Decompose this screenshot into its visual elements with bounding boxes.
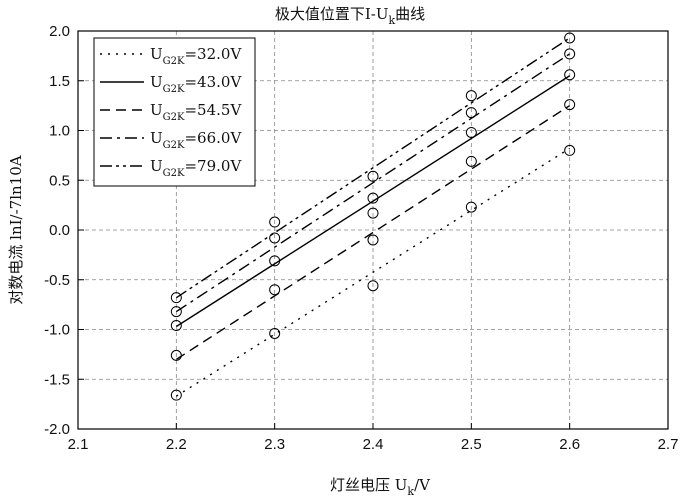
data-point-series-3 [269, 284, 281, 296]
x-tick-label: 2.1 [68, 436, 89, 453]
y-tick-label: -0.5 [44, 272, 70, 289]
legend-label-sub: G2K [163, 168, 185, 179]
legend-label-value: =54.5V [184, 101, 242, 119]
chart-title-sub: k [388, 14, 395, 27]
x-tick-label: 2.3 [264, 436, 285, 453]
data-point-series-2 [465, 126, 477, 138]
data-point-series-1 [170, 389, 182, 401]
x-tick-label: 2.2 [166, 436, 187, 453]
data-point-series-3 [367, 234, 379, 246]
data-point-series-1 [564, 144, 576, 156]
fit-line-series-1 [175, 147, 571, 397]
fit-line-series-3 [175, 105, 571, 360]
legend-label-main: U [150, 129, 163, 147]
data-point-series-4 [269, 232, 281, 244]
legend-box [93, 37, 256, 187]
data-points [170, 32, 576, 401]
data-point-series-2 [564, 69, 576, 81]
y-tick-label: -1.0 [44, 322, 70, 339]
fit-lines [175, 37, 571, 397]
data-point-series-2 [269, 255, 281, 267]
data-point-series-1 [367, 280, 379, 292]
legend-label: UG2K=32.0V [150, 45, 242, 67]
legend-label-sub: G2K [163, 56, 185, 67]
y-tick-label: 0.5 [49, 172, 70, 189]
legend-item: UG2K=79.0V [100, 157, 242, 179]
data-point-series-2 [170, 320, 182, 332]
data-point-series-4 [564, 48, 576, 60]
legend-label-value: =79.0V [184, 157, 242, 175]
x-tick-label: 2.4 [363, 436, 384, 453]
fit-line-series-5 [175, 37, 571, 299]
fit-line-series-4 [175, 53, 571, 313]
y-tick-label: 1.5 [49, 73, 70, 90]
data-point-series-5 [564, 32, 576, 44]
chart-title: 极大值位置下I-Uk曲线 [275, 5, 425, 27]
legend-label-main: U [150, 157, 163, 175]
data-point-series-4 [170, 306, 182, 318]
data-point-series-5 [465, 90, 477, 102]
y-axis-label: 对数电流 lnI/-7ln10A [7, 155, 25, 304]
data-point-series-3 [170, 349, 182, 361]
x-axis-label-suffix: /V [414, 476, 431, 494]
data-point-series-5 [170, 292, 182, 304]
legend-label-sub: G2K [163, 140, 185, 151]
chart-title-prefix: 极大值位置下I-U [275, 5, 389, 23]
data-point-series-5 [367, 170, 379, 182]
legend-label-sub: G2K [163, 84, 185, 95]
data-point-series-1 [465, 201, 477, 213]
x-axis-label-sub: k [407, 485, 414, 498]
legend-item: UG2K=43.0V [100, 73, 242, 95]
legend-label: UG2K=66.0V [150, 129, 242, 151]
legend-label: UG2K=43.0V [150, 73, 242, 95]
x-tick-label: 2.5 [461, 436, 482, 453]
legend-label: UG2K=54.5V [150, 101, 242, 123]
legend-item: UG2K=32.0V [100, 45, 242, 67]
x-tick-label: 2.7 [658, 436, 679, 453]
legend-label-main: U [150, 73, 163, 91]
chart-title-suffix: 曲线 [395, 5, 425, 23]
legend-label-value: =66.0V [184, 129, 242, 147]
fit-line-series-2 [175, 75, 571, 328]
y-tick-label: 1.0 [49, 123, 70, 140]
data-point-series-2 [367, 192, 379, 204]
x-axis-label: 灯丝电压 Uk/V [330, 476, 431, 498]
x-tick-label: 2.6 [559, 436, 580, 453]
legend-label-value: =32.0V [184, 45, 242, 63]
legend-label-value: =43.0V [184, 73, 242, 91]
y-tick-label: -2.0 [44, 421, 70, 438]
y-tick-label: 0.0 [49, 222, 70, 239]
data-point-series-5 [269, 216, 281, 228]
legend-label-main: U [150, 45, 163, 63]
legend-item: UG2K=66.0V [100, 129, 242, 151]
data-point-series-1 [269, 327, 281, 339]
legend-label-sub: G2K [163, 112, 185, 123]
data-point-series-3 [465, 155, 477, 167]
x-axis-label-prefix: 灯丝电压 U [330, 476, 407, 494]
y-tick-label: -1.5 [44, 371, 70, 388]
legend-label: UG2K=79.0V [150, 157, 242, 179]
legend: UG2K=32.0VUG2K=43.0VUG2K=54.5VUG2K=66.0V… [93, 37, 256, 187]
axis-ticks: 2.1 2.2 2.3 2.4 2.5 2.6 2.7 -2.0 -1.5 -1.0 -0.5 0.0… [44, 23, 678, 453]
data-point-series-4 [367, 207, 379, 219]
legend-label-main: U [150, 101, 163, 119]
legend-item: UG2K=54.5V [100, 101, 242, 123]
data-point-series-4 [465, 107, 477, 119]
y-tick-label: 2.0 [49, 23, 70, 40]
data-point-series-3 [564, 99, 576, 111]
